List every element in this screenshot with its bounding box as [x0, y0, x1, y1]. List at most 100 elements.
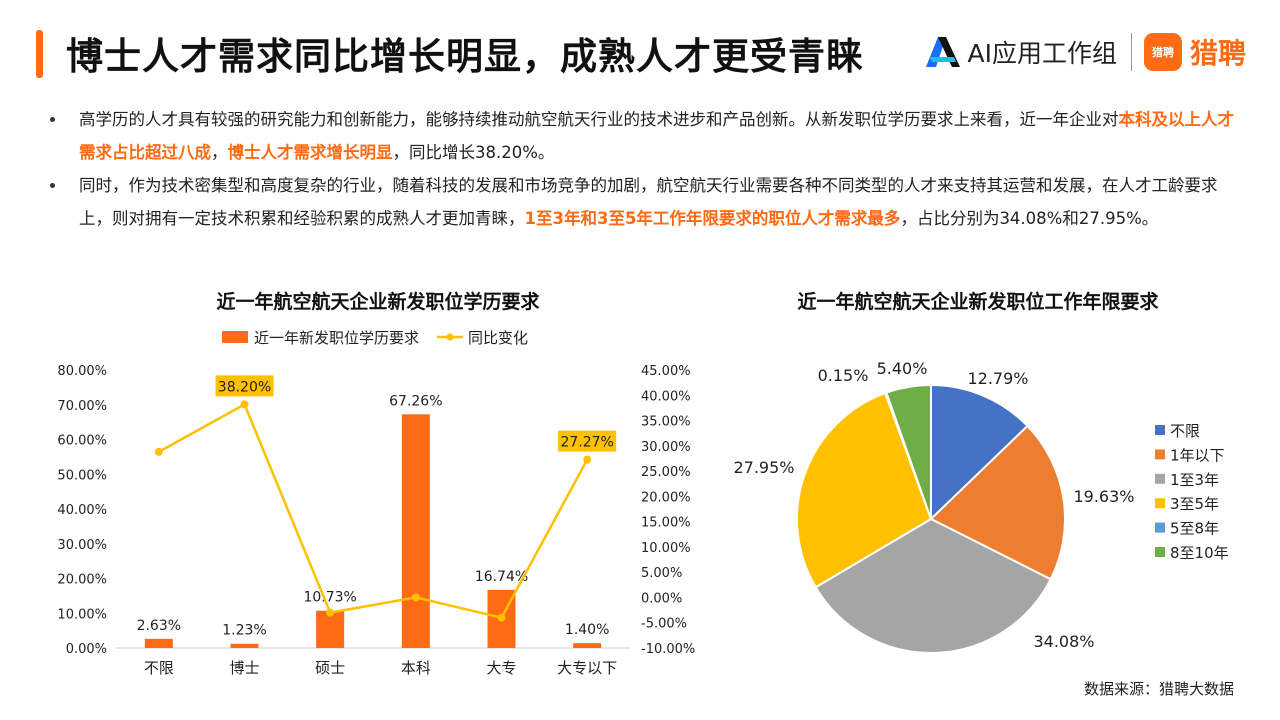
pie-legend-swatch — [1155, 425, 1165, 435]
y-right-tick-label: 5.00% — [641, 566, 682, 581]
pie-slice — [929, 424, 1066, 581]
education-bar-line-chart: 近一年新发职位学历要求 同比变化 0.00% 10.00% 20.00% 30.00% 40… — [57, 329, 695, 677]
yoy-point — [583, 455, 592, 464]
pie-legend-label: 8至10年 — [1170, 544, 1229, 562]
pie-value-label: 5.40% — [877, 359, 928, 378]
pie-slice — [885, 383, 932, 520]
yoy-label-box — [215, 375, 274, 397]
brand-logos: AI应用工作组 猎聘 猎聘 — [924, 30, 1246, 74]
yoy-value-label: 27.27% — [560, 435, 613, 451]
x-tick-label: 大专 — [486, 659, 516, 677]
yoy-point — [240, 400, 249, 409]
bar-chart-legend: 近一年新发职位学历要求 同比变化 — [222, 329, 528, 347]
page-title: 博士人才需求同比增长明显，成熟人才更受青睐 — [66, 35, 864, 78]
liepin-logo: 猎聘 猎聘 — [1143, 32, 1246, 72]
pie-legend-swatch — [1155, 547, 1165, 557]
pie-legend-swatch — [1155, 498, 1165, 509]
y-left-tick-label: 60.00% — [57, 434, 107, 449]
bar-chart-title: 近一年航空航天企业新发职位学历要求 — [216, 291, 540, 313]
bullet-text: ，占比分别为34.08%和27.95%。 — [900, 209, 1159, 228]
y-left-tick-label: 10.00% — [57, 607, 107, 622]
bar-value-label: 16.74% — [475, 569, 528, 585]
bar — [573, 643, 602, 648]
pie-legend: 不限 1年以下 1至3年 3至5年 5至8年 8至10年 — [1155, 422, 1229, 562]
liepin-badge-label: 猎聘 — [1151, 46, 1174, 59]
legend-label-line: 同比变化 — [468, 329, 528, 347]
y-right-tick-label: 20.00% — [641, 490, 691, 505]
y-left-tick-label: 80.00% — [57, 364, 107, 379]
bar — [230, 643, 259, 648]
y-left-tick-label: 70.00% — [57, 399, 107, 414]
pie-slice — [796, 391, 933, 589]
y-right-tick-label: 25.00% — [641, 465, 691, 480]
pie-value-label: 27.95% — [733, 458, 794, 477]
y-left-tick-label: 30.00% — [57, 538, 107, 553]
bar — [401, 414, 430, 648]
pie-legend-swatch — [1155, 449, 1165, 460]
bullet-text: 同时，作为技术密集型和高度复杂的行业，随着科技的发展和市场竞争的加剧，航空航天行… — [79, 176, 1218, 228]
bullet-text: 高学历的人才具有较强的研究能力和创新能力，能够持续推动航空航天行业的技术进步和产… — [79, 110, 1119, 129]
bar-value-label: 67.26% — [389, 393, 442, 409]
legend-label-bar: 近一年新发职位学历要求 — [254, 329, 419, 347]
title-accent-bar — [36, 30, 43, 78]
bullet-dot — [50, 117, 55, 122]
bar — [144, 638, 173, 648]
pie-legend-label: 3至5年 — [1170, 495, 1219, 513]
y-right-tick-label: 45.00% — [641, 364, 691, 379]
y-left-tick-label: 0.00% — [66, 642, 107, 657]
pie-legend-label: 1年以下 — [1170, 446, 1225, 464]
yoy-point — [326, 608, 335, 617]
experience-pie-chart: 12.79% 19.63% 34.08% 27.95% 0.15% 5.40% 不限 1年以下… — [733, 359, 1229, 654]
y-right-tick-label: 15.00% — [641, 516, 691, 531]
legend-swatch-bar — [222, 331, 248, 343]
pie-slice — [930, 383, 1029, 522]
x-tick-label: 不限 — [144, 659, 174, 677]
pie-legend-label: 1至3年 — [1170, 471, 1219, 489]
bar-value-label: 1.40% — [565, 622, 609, 638]
x-tick-label: 本科 — [401, 659, 431, 677]
yoy-line — [158, 402, 589, 620]
y-right-tick-label: 35.00% — [641, 415, 691, 430]
bullet-highlight: 博士人才需求增长明显 — [227, 143, 393, 162]
ai-logo-icon — [925, 37, 960, 67]
data-source-note: 数据来源：猎聘大数据 — [1083, 680, 1234, 698]
pie-value-label: 34.08% — [1033, 632, 1094, 651]
pie-value-label: 12.79% — [967, 369, 1028, 388]
bullet-dot — [50, 183, 55, 188]
pie-value-label: 0.15% — [818, 366, 869, 385]
brand-divider — [1130, 33, 1132, 71]
y-left-tick-label: 40.00% — [57, 503, 107, 518]
y-right-tick-label: 30.00% — [641, 440, 691, 455]
bullet-highlight: 本科及以上人才需求占比超过八成 — [79, 110, 1234, 162]
bullet-text: ， — [211, 143, 228, 162]
bullet-item: 同时，作为技术密集型和高度复杂的行业，随着科技的发展和市场竞争的加剧，航空航天行… — [46, 169, 1246, 235]
bar — [316, 610, 345, 648]
yoy-value-label: 38.20% — [218, 379, 271, 395]
yoy-label-box — [558, 430, 617, 452]
bar-value-label: 2.63% — [137, 618, 181, 634]
y-right-tick-label: 40.00% — [641, 389, 691, 404]
legend-marker-line — [446, 333, 454, 341]
bullet-item: 高学历的人才具有较强的研究能力和创新能力，能够持续推动航空航天行业的技术进步和产… — [46, 103, 1246, 169]
y-right-tick-label: -5.00% — [641, 617, 687, 632]
bar-value-label: 10.73% — [303, 590, 356, 606]
x-tick-label: 硕士 — [315, 659, 345, 677]
x-tick-label: 博士 — [229, 659, 259, 677]
yoy-point — [411, 593, 420, 602]
bar-value-label: 1.23% — [222, 623, 266, 639]
liepin-label: 猎聘 — [1189, 37, 1246, 70]
yoy-point — [154, 447, 163, 456]
bullet-text: ，同比增长38.20%。 — [392, 143, 555, 162]
y-right-tick-label: 0.00% — [641, 591, 682, 606]
pie-legend-swatch — [1155, 473, 1165, 484]
liepin-badge-icon: 猎聘 — [1143, 33, 1182, 71]
pie-value-label: 19.63% — [1073, 487, 1134, 506]
y-left-tick-label: 20.00% — [57, 573, 107, 588]
y-right-tick-label: 10.00% — [641, 541, 691, 556]
ai-workgroup-label: AI应用工作组 — [967, 39, 1117, 68]
yoy-point — [497, 613, 506, 622]
pie-legend-label: 不限 — [1170, 422, 1200, 440]
pie-legend-label: 5至8年 — [1170, 520, 1219, 538]
summary-bullets: 高学历的人才具有较强的研究能力和创新能力，能够持续推动航空航天行业的技术进步和产… — [46, 103, 1246, 235]
